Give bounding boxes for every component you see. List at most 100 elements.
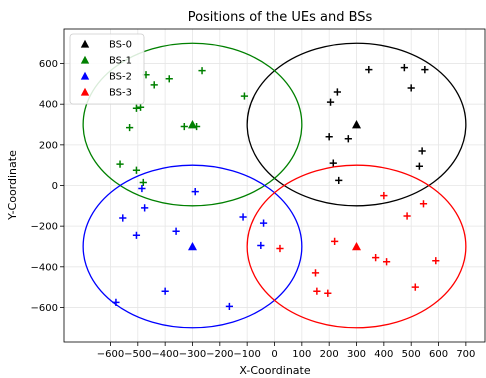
legend-item-bs-2: BS-2 [80, 71, 132, 83]
ue-point [407, 84, 415, 92]
ue-point [382, 258, 391, 266]
legend: BS-0 BS-1 BS-2 BS-3 [69, 33, 145, 105]
y-tick-label: −400 [31, 262, 58, 273]
y-axis-label: Y-Coordinate [6, 150, 19, 221]
ue-point [132, 166, 141, 174]
ue-point [432, 257, 440, 265]
ue-point [415, 162, 423, 170]
axis-ticks: −600 −500 −400 −300 −200 −100 0 100 200 300 400 500… [31, 59, 476, 360]
y-tick-label: −200 [31, 222, 58, 233]
ue-point [403, 212, 411, 220]
ue-point [112, 298, 120, 306]
legend-label: BS-1 [109, 56, 132, 67]
ue-point [119, 214, 127, 222]
ue-point [138, 184, 146, 193]
x-tick-label: −100 [233, 349, 260, 360]
bs-marker [187, 241, 197, 251]
series-bs-3 [246, 164, 467, 329]
x-tick-label: 700 [456, 349, 475, 360]
legend-label: BS-3 [109, 88, 132, 99]
x-tick-label: −600 [97, 349, 124, 360]
x-tick-label: 500 [402, 349, 421, 360]
ue-point [372, 254, 380, 262]
ue-point [172, 227, 180, 235]
ue-point [116, 160, 124, 168]
ue-point [191, 187, 199, 196]
x-tick-label: −300 [179, 349, 206, 360]
ue-point [276, 244, 284, 253]
bs-marker [352, 241, 362, 251]
series-bs-0 [246, 42, 467, 207]
ue-point [240, 92, 249, 100]
coverage-circle [246, 42, 467, 207]
legend-box [69, 33, 145, 105]
ue-point [419, 200, 428, 208]
ue-point [239, 213, 247, 221]
ue-point [139, 178, 147, 187]
ue-point [313, 287, 321, 295]
ue-point [259, 219, 268, 227]
ue-point [257, 241, 265, 250]
ue-point [165, 75, 173, 83]
y-tick-label: −600 [31, 303, 58, 314]
ue-point [335, 176, 343, 185]
legend-item-bs-3: BS-3 [80, 87, 132, 99]
ue-point [326, 98, 335, 106]
x-tick-label: 400 [374, 349, 393, 360]
x-tick-label: 0 [271, 349, 277, 360]
ue-point [225, 302, 233, 311]
series-bs-1 [82, 42, 303, 207]
x-tick-label: 200 [320, 349, 339, 360]
legend-marker [80, 87, 90, 96]
ue-point [132, 231, 141, 239]
coverage-circle [82, 164, 303, 329]
legend-item-bs-0: BS-0 [80, 39, 132, 51]
x-tick-label: 300 [347, 349, 366, 360]
y-tick-label: 200 [39, 140, 58, 151]
bs-marker [352, 120, 362, 129]
ue-point [331, 237, 339, 245]
legend-item-bs-1: BS-1 [80, 55, 132, 67]
legend-marker [80, 39, 90, 48]
y-tick-label: 400 [39, 100, 58, 111]
series-bs-2 [82, 164, 303, 329]
bs-marker [187, 120, 197, 129]
ue-point [344, 135, 352, 143]
chart-title: Positions of the UEs and BSs [188, 10, 373, 25]
ue-point [421, 66, 429, 74]
coverage-circle [246, 164, 467, 329]
legend-marker [80, 55, 90, 64]
y-tick-label: 600 [39, 59, 58, 70]
ue-point [400, 64, 408, 72]
series-layer [82, 42, 467, 329]
ue-point [126, 123, 134, 132]
ue-point [180, 122, 188, 131]
y-tick-label: 0 [52, 181, 58, 192]
ue-point [411, 283, 419, 291]
legend-label: BS-0 [109, 40, 132, 51]
ue-point [365, 66, 373, 74]
ue-point [150, 81, 158, 89]
ue-point [324, 289, 332, 297]
ue-point [380, 192, 388, 200]
ue-point [311, 269, 320, 277]
grid [64, 29, 485, 342]
x-tick-label: 600 [429, 349, 448, 360]
x-tick-label: −400 [151, 349, 178, 360]
ue-point [198, 67, 206, 75]
legend-label: BS-2 [109, 72, 132, 83]
ue-point [161, 287, 169, 295]
x-tick-label: −200 [206, 349, 233, 360]
ue-point [333, 88, 341, 96]
ue-point [132, 104, 141, 112]
x-tick-label: 100 [292, 349, 311, 360]
x-tick-label: −500 [124, 349, 151, 360]
x-axis-label: X-Coordinate [239, 364, 310, 377]
ue-point [325, 133, 333, 141]
coverage-circle [82, 42, 303, 207]
ue-point [136, 103, 145, 111]
ue-point [329, 159, 337, 167]
ue-point [418, 147, 426, 155]
legend-marker [80, 71, 90, 80]
